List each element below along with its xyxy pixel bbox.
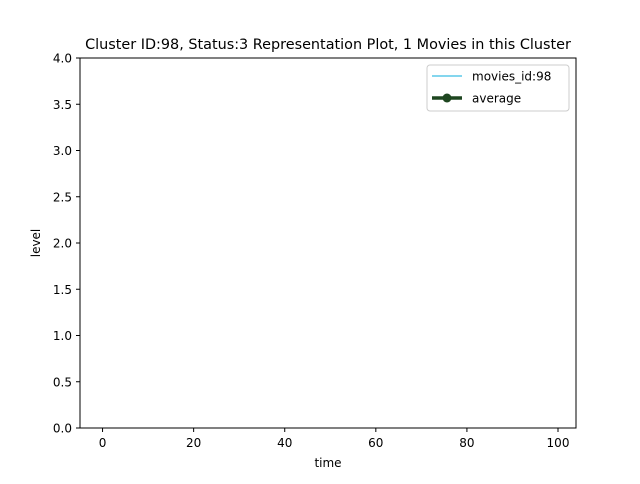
x-axis-label: time <box>314 456 341 470</box>
legend-label: average <box>472 92 521 106</box>
y-tick-label: 1.5 <box>53 283 72 297</box>
axes-frame <box>79 57 577 429</box>
y-tick-label: 3.5 <box>53 98 72 112</box>
chart-title: Cluster ID:98, Status:3 Representation P… <box>85 37 571 53</box>
y-tick-label: 2.5 <box>53 190 72 204</box>
x-axis-ticks: 0 20 40 60 80 100 <box>99 428 570 450</box>
x-tick-label: 100 <box>547 436 570 450</box>
y-axis-label: level <box>29 229 43 258</box>
y-tick-label: 0.0 <box>53 422 72 436</box>
y-tick-label: 0.5 <box>53 375 72 389</box>
x-tick-label: 20 <box>186 436 201 450</box>
x-tick-label: 80 <box>459 436 474 450</box>
legend-box <box>426 64 570 112</box>
x-tick-label: 0 <box>99 436 107 450</box>
x-tick-label: 40 <box>277 436 292 450</box>
y-tick-label: 3.0 <box>53 144 72 158</box>
plot-area <box>79 57 577 429</box>
y-tick-label: 4.0 <box>53 52 72 66</box>
legend-label: movies_id:98 <box>472 70 551 84</box>
y-tick-label: 1.0 <box>53 329 72 343</box>
y-tick-label: 2.0 <box>53 237 72 251</box>
y-axis-ticks: 0.0 0.5 1.0 1.5 2.0 2.5 3.0 3.5 4.0 <box>53 52 80 436</box>
legend-marker <box>442 93 452 103</box>
x-tick-label: 60 <box>368 436 383 450</box>
